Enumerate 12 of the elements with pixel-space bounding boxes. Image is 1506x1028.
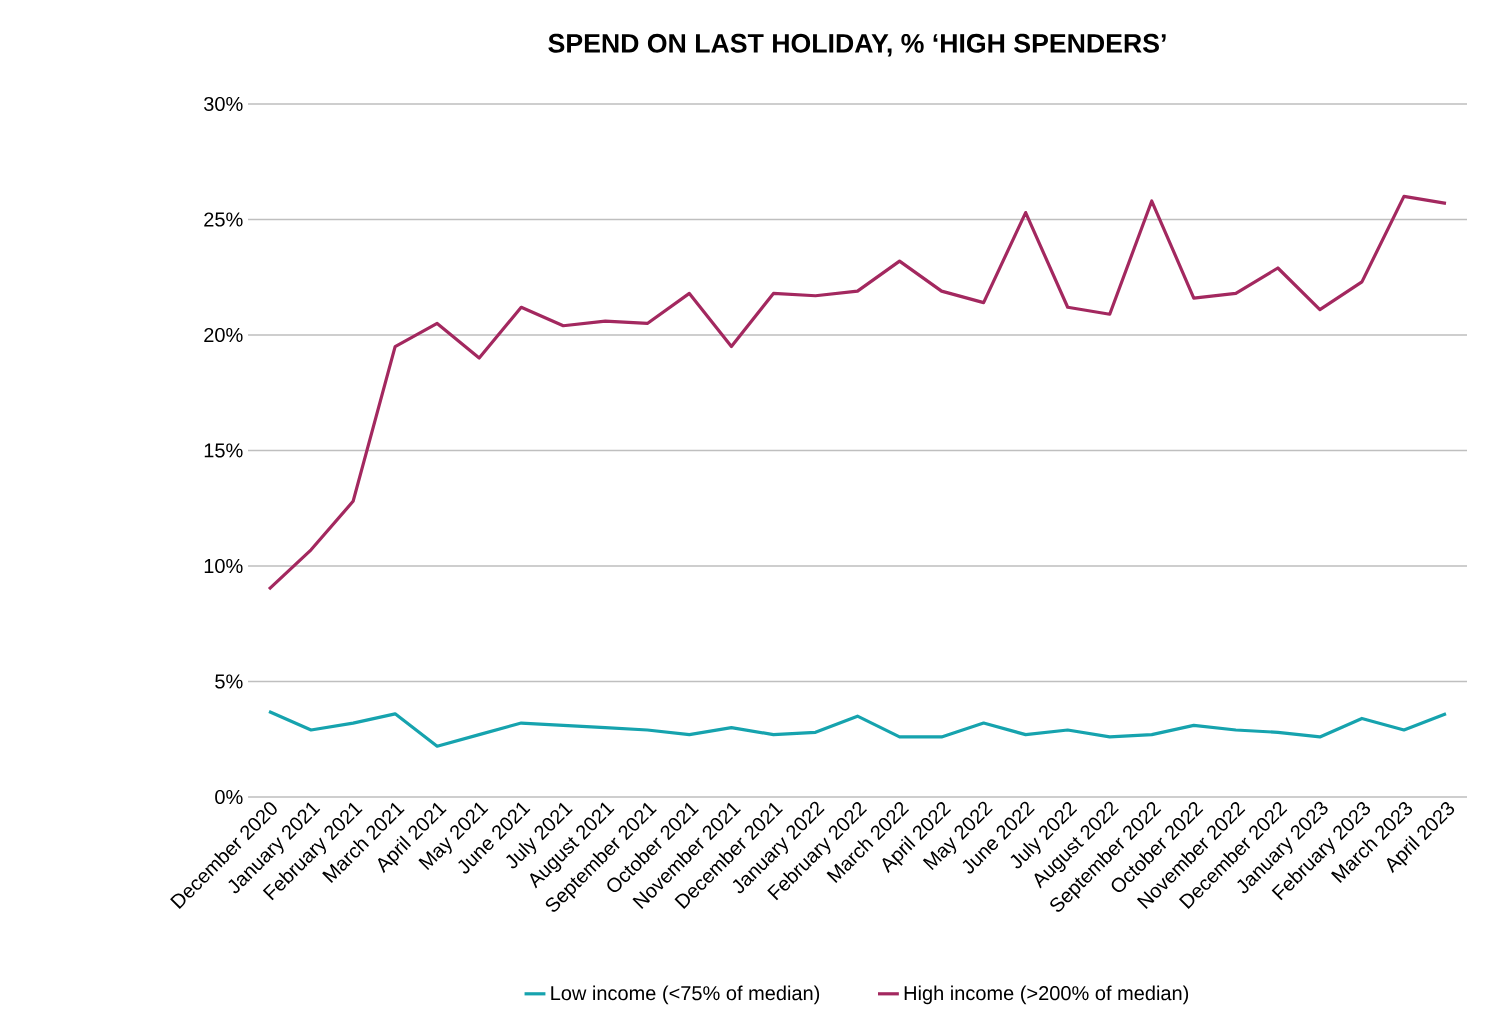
legend-label: Low income (<75% of median) [551, 985, 820, 1005]
y-tick-label: 10% [204, 558, 243, 574]
chart-title: SPEND ON LAST HOLIDAY, % ‘HIGH SPENDERS’ [548, 33, 1166, 57]
y-tick-label: 30% [204, 96, 243, 112]
y-tick-label: 5% [215, 674, 243, 689]
y-tick-label: 25% [204, 212, 243, 227]
y-tick-label: 15% [204, 443, 243, 458]
y-tick-label: 20% [204, 327, 243, 343]
y-tick-label: 0% [215, 789, 243, 805]
line-series [267, 194, 1448, 591]
legend-label: High income (>200% of median) [904, 985, 1189, 1005]
line-series [267, 709, 1448, 748]
